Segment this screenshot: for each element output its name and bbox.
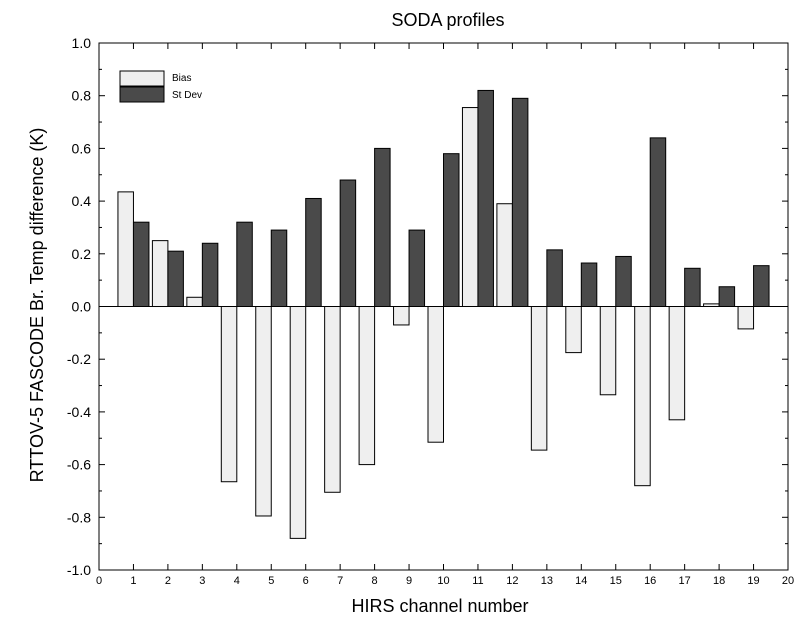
- st-dev-bar-3: [201, 242, 219, 307]
- legend: Bias St Dev: [119, 70, 202, 103]
- y-tick-label-9: 0.8: [72, 88, 92, 104]
- bias-bar-14: [565, 306, 582, 354]
- st-dev-bar-12: [511, 97, 529, 307]
- x-tick-label-17: 17: [679, 575, 691, 587]
- bars-group: [117, 89, 770, 539]
- bias-bar-17: [668, 306, 686, 421]
- y-tick-label-10: 1.0: [72, 35, 92, 51]
- x-tick-label-7: 7: [337, 575, 343, 587]
- st-dev-bar-5: [270, 229, 288, 307]
- bias-bar-15: [599, 306, 617, 396]
- bias-bar-19: [737, 306, 755, 330]
- x-tick-label-2: 2: [165, 575, 171, 587]
- st-dev-bar-14: [580, 262, 598, 307]
- x-tick-label-11: 11: [472, 575, 483, 587]
- x-tick-label-19: 19: [747, 575, 759, 587]
- y-tick-label-8: 0.6: [72, 140, 92, 156]
- y-tick-label-5: 0.0: [72, 299, 92, 315]
- bias-bar-5: [255, 306, 272, 517]
- st-dev-bar-16: [649, 137, 667, 307]
- y-tick-label-3: -0.4: [67, 404, 91, 420]
- chart-title: SODA profiles: [391, 10, 504, 30]
- x-tick-label-8: 8: [372, 575, 378, 587]
- st-dev-bar-2: [167, 250, 184, 307]
- y-axis-ticks: -1.0 -0.8 -0.6 -0.4 -0.2 0.0 0.2 0.4 0.6 0.8 1.0: [67, 35, 788, 578]
- st-dev-bar-1: [132, 221, 150, 307]
- x-axis-label: HIRS channel number: [351, 596, 528, 616]
- st-dev-bar-7: [339, 179, 357, 308]
- bias-bar-11: [461, 107, 479, 307]
- y-tick-label-0: -1.0: [67, 562, 91, 578]
- st-dev-bar-13: [546, 249, 563, 308]
- bias-bar-3: [186, 296, 203, 307]
- legend-label-st-dev: St Dev: [172, 90, 202, 101]
- y-tick-label-2: -0.6: [67, 457, 91, 473]
- x-tick-label-14: 14: [575, 575, 587, 587]
- st-dev-bar-17: [684, 267, 701, 308]
- x-tick-label-15: 15: [610, 575, 622, 587]
- y-tick-label-1: -0.8: [67, 509, 91, 525]
- y-axis-label: RTTOV-5 FASCODE Br. Temp difference (K): [27, 128, 47, 483]
- legend-swatch-st-dev: [119, 86, 165, 103]
- x-tick-label-20: 20: [782, 575, 794, 587]
- x-tick-label-0: 0: [96, 575, 102, 587]
- bias-bar-10: [427, 306, 444, 443]
- x-tick-label-9: 9: [406, 575, 412, 587]
- st-dev-bar-18: [718, 286, 736, 307]
- x-tick-label-18: 18: [713, 575, 725, 587]
- st-dev-bar-6: [305, 197, 322, 307]
- bias-bar-2: [151, 240, 169, 308]
- bias-bar-4: [220, 306, 238, 483]
- x-tick-label-6: 6: [303, 575, 309, 587]
- x-tick-label-10: 10: [437, 575, 449, 587]
- bias-bar-16: [634, 306, 651, 487]
- y-tick-label-7: 0.4: [72, 193, 92, 209]
- x-axis-ticks: 0 1 2 3 4 5 6 7 8 9 10 11 12 13 14 15 16 17 18 19 20: [96, 43, 794, 587]
- x-tick-label-16: 16: [644, 575, 656, 587]
- x-tick-label-12: 12: [506, 575, 518, 587]
- legend-label-bias: Bias: [172, 73, 191, 84]
- st-dev-bar-11: [477, 89, 494, 308]
- x-tick-label-13: 13: [541, 575, 553, 587]
- bias-bar-12: [496, 203, 513, 307]
- st-dev-bar-19: [753, 265, 770, 308]
- bias-bar-1: [117, 191, 134, 308]
- st-dev-bar-8: [374, 147, 391, 307]
- st-dev-bar-4: [236, 221, 253, 307]
- y-tick-label-4: -0.2: [67, 351, 91, 367]
- st-dev-bar-15: [615, 255, 632, 308]
- x-tick-label-3: 3: [199, 575, 205, 587]
- legend-swatch-bias: [119, 70, 165, 87]
- x-tick-label-4: 4: [234, 575, 240, 587]
- bias-bar-13: [530, 306, 548, 451]
- y-tick-label-6: 0.2: [72, 246, 92, 262]
- bias-bar-6: [289, 306, 307, 539]
- bias-bar-7: [324, 306, 341, 493]
- bias-bar-8: [358, 306, 376, 466]
- st-dev-bar-10: [443, 153, 460, 307]
- x-tick-label-5: 5: [268, 575, 274, 587]
- st-dev-bar-9: [408, 229, 426, 307]
- x-tick-label-1: 1: [130, 575, 136, 587]
- bias-bar-9: [393, 306, 410, 326]
